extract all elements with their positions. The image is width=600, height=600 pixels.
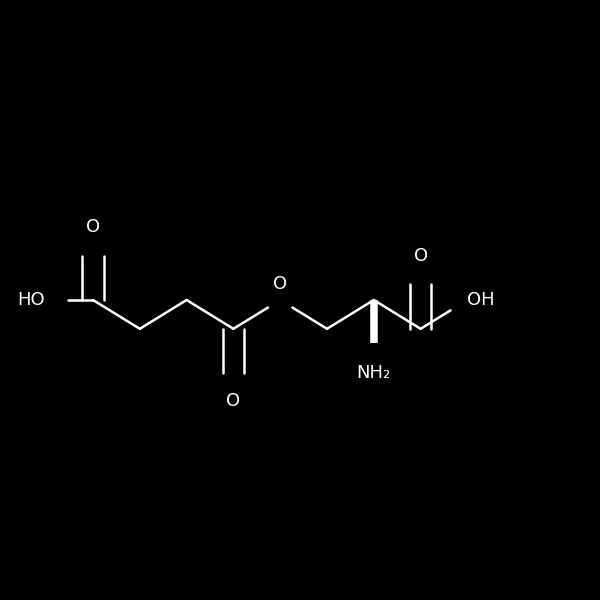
Text: O: O bbox=[273, 275, 287, 293]
Text: HO: HO bbox=[17, 291, 45, 309]
Text: O: O bbox=[226, 392, 241, 410]
Text: NH₂: NH₂ bbox=[356, 364, 391, 382]
Text: O: O bbox=[86, 218, 100, 236]
Text: O: O bbox=[413, 247, 428, 265]
Text: OH: OH bbox=[467, 291, 495, 309]
